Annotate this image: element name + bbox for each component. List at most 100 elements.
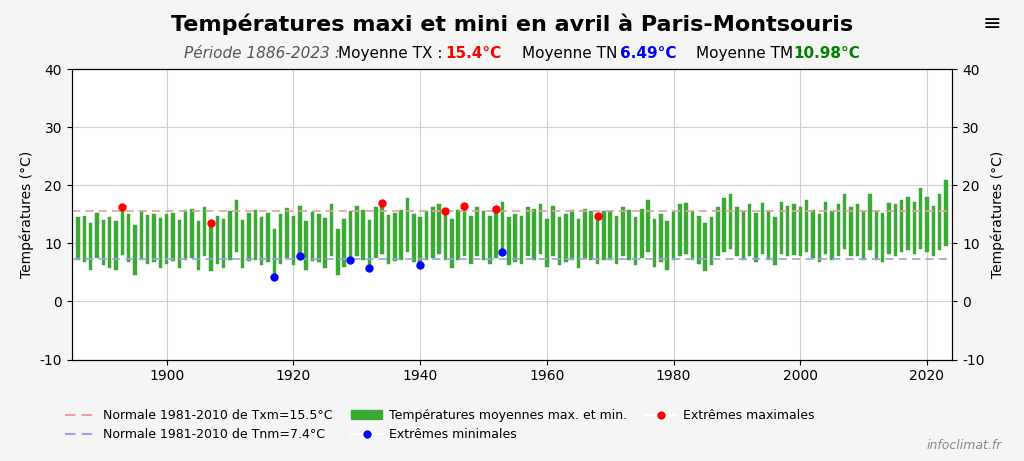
Bar xyxy=(368,220,371,268)
Bar xyxy=(653,219,656,266)
Bar xyxy=(590,212,593,260)
Bar xyxy=(216,216,219,264)
Bar xyxy=(228,211,231,260)
Bar xyxy=(887,203,891,254)
Bar xyxy=(101,220,105,266)
Bar xyxy=(457,210,460,260)
Bar xyxy=(115,221,118,270)
Text: 10.98°C: 10.98°C xyxy=(794,46,860,61)
Bar xyxy=(349,211,352,260)
Bar xyxy=(374,207,378,258)
Bar xyxy=(146,215,150,264)
Bar xyxy=(741,212,745,260)
Bar xyxy=(754,213,758,262)
Bar xyxy=(260,217,263,266)
Bar xyxy=(317,214,321,262)
Bar xyxy=(666,221,669,270)
Legend: Normale 1981-2010 de Txm=15.5°C, Normale 1981-2010 de Tnm=7.4°C, Températures mo: Normale 1981-2010 de Txm=15.5°C, Normale… xyxy=(60,404,819,446)
Bar xyxy=(76,217,80,260)
Bar xyxy=(234,200,239,252)
Bar xyxy=(646,200,650,252)
Bar xyxy=(425,212,428,260)
Bar xyxy=(545,219,549,266)
Text: Moyenne TN :: Moyenne TN : xyxy=(522,46,633,61)
Text: infoclimat.fr: infoclimat.fr xyxy=(926,439,1001,452)
Bar xyxy=(868,194,871,250)
Bar xyxy=(697,216,700,264)
Bar xyxy=(83,216,86,262)
Bar xyxy=(254,210,257,260)
Bar xyxy=(710,217,714,266)
Bar xyxy=(526,207,529,256)
Bar xyxy=(190,208,194,258)
Bar xyxy=(95,213,98,258)
Bar xyxy=(570,210,573,260)
Bar xyxy=(324,219,327,268)
Bar xyxy=(248,213,251,261)
Bar xyxy=(843,194,847,249)
Bar xyxy=(912,201,916,254)
Bar xyxy=(336,229,340,275)
Bar xyxy=(272,229,276,277)
Y-axis label: Températures (°C): Températures (°C) xyxy=(990,151,1005,278)
Bar xyxy=(932,206,935,256)
Bar xyxy=(304,221,308,270)
Bar xyxy=(577,219,581,268)
Bar xyxy=(583,208,587,258)
Bar xyxy=(672,212,675,260)
Bar xyxy=(596,216,599,264)
Bar xyxy=(748,204,752,256)
Bar xyxy=(703,223,707,271)
Text: Moyenne TX :: Moyenne TX : xyxy=(338,46,447,61)
Bar xyxy=(659,214,663,262)
Bar xyxy=(678,204,682,256)
Bar xyxy=(387,215,390,264)
Bar xyxy=(488,216,492,264)
Y-axis label: Températures (°C): Températures (°C) xyxy=(19,151,34,278)
Bar xyxy=(919,188,923,249)
Bar xyxy=(793,204,796,255)
Bar xyxy=(437,204,441,254)
Bar xyxy=(108,217,112,268)
Bar xyxy=(222,219,225,268)
Bar xyxy=(691,212,694,260)
Bar xyxy=(127,214,130,262)
Bar xyxy=(602,212,605,260)
Bar xyxy=(773,217,776,266)
Bar xyxy=(805,200,808,252)
Bar xyxy=(209,223,213,271)
Bar xyxy=(451,219,454,268)
Bar xyxy=(393,213,396,261)
Bar xyxy=(926,197,929,252)
Bar xyxy=(862,212,865,260)
Text: ≡: ≡ xyxy=(983,14,1001,34)
Bar xyxy=(634,217,637,266)
Bar xyxy=(481,212,485,260)
Bar xyxy=(153,214,156,262)
Bar xyxy=(203,207,207,256)
Bar xyxy=(507,217,511,266)
Bar xyxy=(779,201,783,254)
Bar xyxy=(165,214,169,264)
Bar xyxy=(716,207,720,256)
Bar xyxy=(133,225,137,275)
Bar xyxy=(406,198,410,252)
Bar xyxy=(552,206,555,256)
Bar xyxy=(539,204,543,254)
Bar xyxy=(513,214,517,262)
Text: 15.4°C: 15.4°C xyxy=(445,46,502,61)
Bar xyxy=(361,210,365,260)
Bar xyxy=(121,207,124,255)
Bar xyxy=(855,204,859,256)
Bar xyxy=(799,207,802,256)
Bar xyxy=(355,206,358,256)
Bar xyxy=(475,207,479,256)
Bar xyxy=(443,212,447,260)
Bar xyxy=(564,214,567,262)
Bar xyxy=(817,214,821,262)
Bar xyxy=(241,220,245,268)
Bar xyxy=(469,216,472,264)
Bar xyxy=(729,194,732,249)
Bar xyxy=(894,204,897,256)
Bar xyxy=(495,208,498,258)
